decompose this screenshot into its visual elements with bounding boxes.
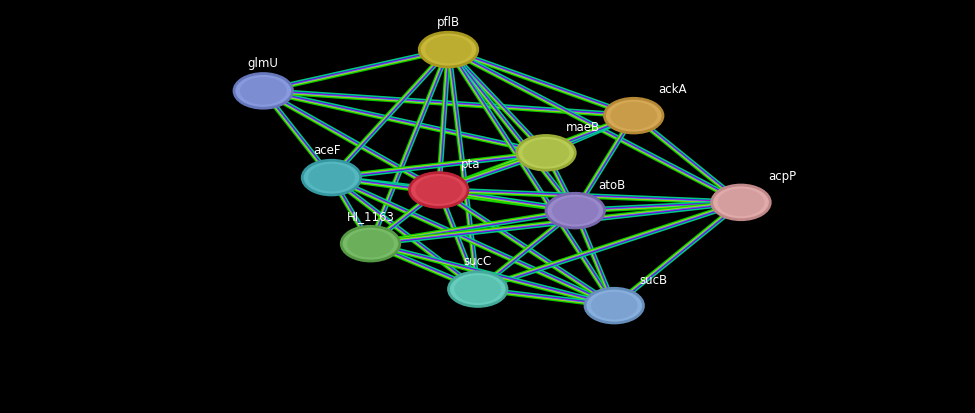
Text: maeB: maeB [566,121,601,134]
Ellipse shape [585,288,644,323]
Text: pta: pta [461,158,481,171]
Ellipse shape [552,197,599,225]
Ellipse shape [517,135,575,170]
Ellipse shape [308,164,355,192]
Ellipse shape [591,292,638,320]
Text: HI_1163: HI_1163 [346,210,395,223]
Text: pflB: pflB [437,16,460,29]
Text: sucB: sucB [640,274,667,287]
Text: glmU: glmU [248,57,279,70]
Ellipse shape [302,160,361,195]
Ellipse shape [425,36,472,64]
Ellipse shape [546,193,604,228]
Text: acpP: acpP [768,171,796,183]
Ellipse shape [341,226,400,261]
Ellipse shape [419,32,478,67]
Ellipse shape [454,275,501,303]
Ellipse shape [410,173,468,207]
Text: aceF: aceF [313,144,340,157]
Ellipse shape [347,230,394,258]
Ellipse shape [610,102,657,130]
Text: ackA: ackA [658,83,687,96]
Ellipse shape [240,77,287,105]
Ellipse shape [234,74,292,108]
Ellipse shape [415,176,462,204]
Ellipse shape [718,188,764,216]
Text: atoB: atoB [599,179,626,192]
Ellipse shape [448,272,507,306]
Ellipse shape [604,98,663,133]
Text: sucC: sucC [464,256,491,268]
Ellipse shape [523,139,569,167]
Ellipse shape [712,185,770,220]
